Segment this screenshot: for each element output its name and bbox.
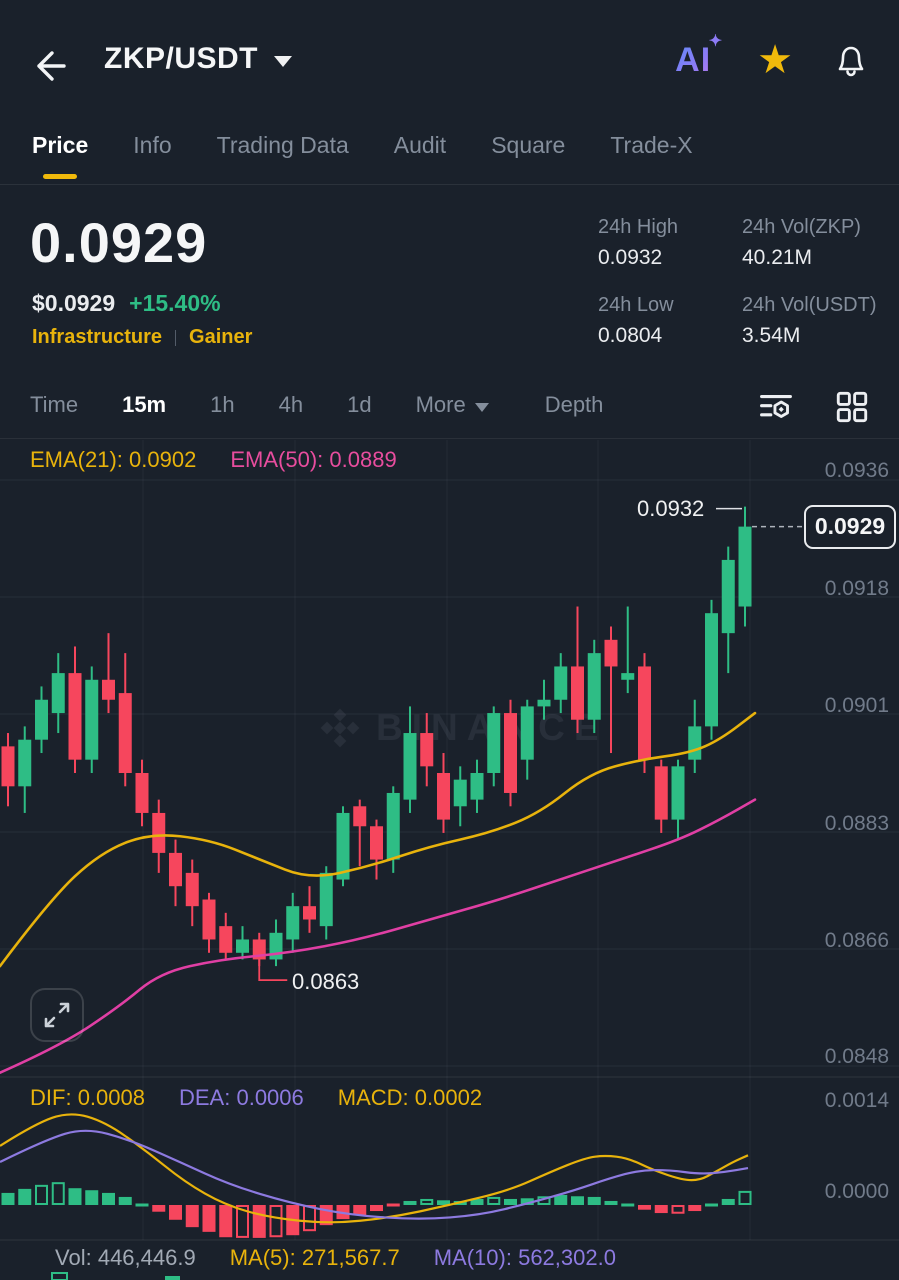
tag-gainer[interactable]: Gainer — [189, 326, 253, 348]
binance-logo-icon — [320, 708, 360, 748]
indicator-settings-icon[interactable] — [759, 390, 793, 424]
dea-legend: DEA: 0.0006 — [178, 1085, 304, 1110]
interval-1d[interactable]: 1d — [347, 392, 372, 417]
tab-trading-data[interactable]: Trading Data — [216, 132, 349, 158]
last-price: 0.0929 — [30, 211, 208, 274]
volume-legend: Vol: 446,446.9 MA(5): 271,567.7 MA(10): … — [55, 1245, 616, 1271]
stat-24h-vol-zkp-: 24h Vol(ZKP) 40.21M — [742, 216, 877, 270]
macd-axis-tick: 0.0000 — [824, 1180, 889, 1203]
y-axis-tick: 0.0901 — [824, 694, 889, 717]
high-annotation: 0.0932 — [637, 495, 705, 521]
chart-divider — [0, 438, 899, 439]
dif-legend: DIF: 0.0008 — [30, 1085, 145, 1110]
tab-bar: Price Info Trading Data Audit Square Trade-X — [32, 132, 693, 179]
tab-audit[interactable]: Audit — [393, 132, 447, 158]
y-axis-tick: 0.0866 — [824, 929, 889, 952]
y-axis-tick: 0.0936 — [824, 459, 889, 482]
macd-value-legend: MACD: 0.0002 — [337, 1085, 483, 1110]
stat-24h-high: 24h High 0.0932 — [598, 216, 716, 270]
favorite-star-icon[interactable]: ★ — [757, 38, 793, 82]
chevron-down-icon — [274, 55, 292, 67]
toolbar-icons — [759, 390, 869, 424]
change-percent: +15.40% — [129, 290, 221, 316]
stat-value: 3.54M — [742, 324, 801, 347]
stat-24h-vol-usdt-: 24h Vol(USDT) 3.54M — [742, 294, 877, 348]
expand-arrows-icon — [44, 1002, 70, 1028]
vol-value: Vol: 446,446.9 — [55, 1245, 196, 1270]
tab-info[interactable]: Info — [133, 132, 172, 158]
y-axis-tick: 0.0918 — [824, 577, 889, 600]
layout-grid-icon[interactable] — [835, 390, 869, 424]
candlestick-chart-area[interactable] — [0, 438, 899, 1280]
vol-ma10: MA(10): 562,302.0 — [433, 1245, 616, 1270]
pair-selector[interactable]: ZKP/USDT — [104, 42, 292, 76]
y-axis-tick: 0.0883 — [824, 812, 889, 835]
header-actions: AI ✦ ★ — [675, 32, 871, 82]
tag-row: Infrastructure Gainer — [32, 326, 252, 349]
stat-label: 24h Vol(ZKP) — [742, 216, 861, 238]
interval-toolbar: Time 15m 1h 4h 1d More Depth — [30, 392, 603, 418]
ai-assistant-button[interactable]: AI ✦ — [675, 32, 724, 79]
last-price-tag: 0.0929 — [804, 504, 896, 549]
stat-label: 24h High — [598, 216, 679, 238]
vol-ma5: MA(5): 271,567.7 — [229, 1245, 400, 1270]
more-dropdown[interactable]: More — [416, 392, 489, 418]
tab-trade-x[interactable]: Trade-X — [610, 132, 693, 158]
low-annotation: 0.0863 — [292, 969, 360, 995]
ema50-legend: EMA(50): 0.0889 — [230, 447, 397, 472]
back-button[interactable] — [26, 44, 70, 88]
interval-1h[interactable]: 1h — [210, 392, 235, 417]
stat-value: 0.0932 — [598, 246, 663, 269]
tabs-divider — [0, 184, 899, 185]
watermark-text: BINANCE — [376, 707, 608, 748]
macd-axis-tick: 0.0014 — [824, 1089, 889, 1112]
more-caret-icon — [474, 403, 489, 412]
sparkle-icon: ✦ — [708, 32, 724, 50]
price-subline: $0.0929 +15.40% — [32, 290, 221, 317]
fiat-price: $0.0929 — [32, 290, 116, 316]
interval-15m[interactable]: 15m — [122, 392, 167, 417]
y-axis-tick: 0.0848 — [824, 1045, 889, 1068]
ema-legend: EMA(21): 0.0902 EMA(50): 0.0889 — [30, 447, 397, 473]
tab-price[interactable]: Price — [32, 132, 88, 179]
ema21-legend: EMA(21): 0.0902 — [30, 447, 197, 472]
interval-4h[interactable]: 4h — [278, 392, 304, 417]
macd-legend: DIF: 0.0008 DEA: 0.0006 MACD: 0.0002 — [30, 1085, 482, 1111]
fullscreen-expand-button[interactable] — [30, 988, 84, 1042]
stat-label: 24h Vol(USDT) — [742, 294, 877, 316]
stat-label: 24h Low — [598, 294, 674, 316]
tab-square[interactable]: Square — [491, 132, 566, 158]
interval-time[interactable]: Time — [30, 392, 79, 417]
tag-separator — [175, 329, 177, 346]
tag-infrastructure[interactable]: Infrastructure — [32, 326, 163, 348]
pair-title: ZKP/USDT — [104, 42, 258, 75]
binance-watermark: BINANCE — [318, 706, 608, 750]
back-arrow-icon — [37, 51, 66, 81]
stats-grid: 24h High 0.0932 24h Vol(ZKP) 40.21M 24h Low 0… — [598, 216, 877, 348]
stat-value: 40.21M — [742, 246, 813, 269]
notifications-bell-icon[interactable] — [831, 40, 871, 80]
stat-value: 0.0804 — [598, 324, 663, 347]
depth-tab[interactable]: Depth — [544, 392, 604, 417]
stat-24h-low: 24h Low 0.0804 — [598, 294, 716, 348]
header: ZKP/USDT AI ✦ ★ — [0, 30, 899, 100]
